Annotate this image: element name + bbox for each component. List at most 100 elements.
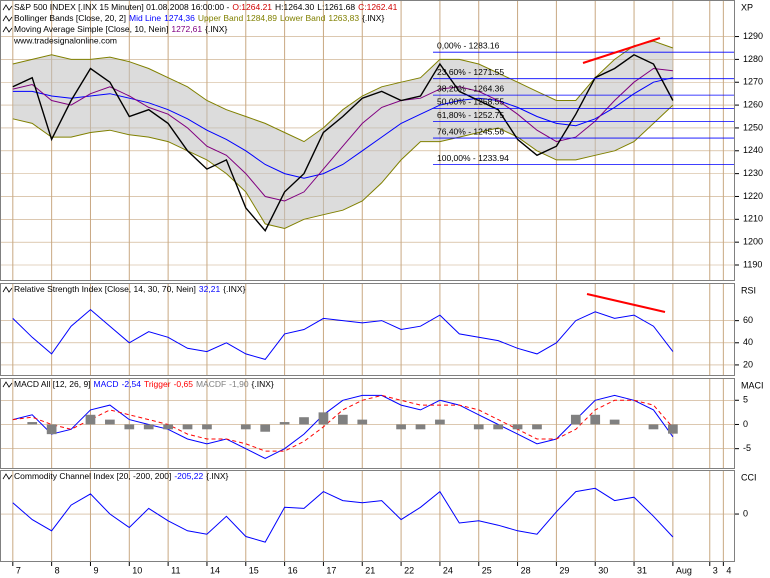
legend-text: Mid Line (129, 13, 161, 23)
x-tick-label: 10 (132, 565, 142, 575)
y-tick-label: 1280 (743, 54, 763, 64)
histogram-bar (163, 424, 173, 430)
legend-text: C:1262.41 (358, 2, 397, 12)
legend-text: Upper Band (198, 13, 244, 23)
legend-text: {.INX} (252, 379, 274, 389)
fib-label: 61,80% - 1252.75 (437, 110, 504, 120)
legend-text: MACDF (196, 379, 226, 389)
series-line (12, 40, 674, 143)
legend-text: Bollinger Bands [Close, 20, 2] (14, 13, 126, 23)
legend-text: 1274,36 (164, 13, 195, 23)
x-tick-label: 22 (404, 565, 414, 575)
fib-label: 76,40% - 1245.56 (437, 126, 504, 136)
x-tick-label: 25 (482, 565, 492, 575)
histogram-bar (609, 419, 620, 425)
y-tick-label: 1290 (743, 31, 763, 41)
histogram-bar (27, 422, 38, 425)
legend-line: Commodity Channel Index [20, -200, 200] -… (14, 471, 229, 481)
legend-text: {.INX} (206, 471, 228, 481)
series-line (12, 394, 674, 459)
x-tick-label: 30 (598, 565, 608, 575)
band-fill (12, 41, 673, 229)
legend-text: {.INX} (223, 284, 245, 294)
x-tick-label: 8 (55, 565, 60, 575)
legend-text: 32,21 (199, 284, 221, 294)
y-tick-label: 1190 (743, 259, 762, 269)
histogram-bar (124, 424, 135, 430)
histogram-bar (668, 424, 678, 434)
legend-text: -205,22 (174, 471, 203, 481)
histogram-bar (473, 424, 484, 430)
x-tick-label: 4 (726, 565, 731, 575)
histogram-bar (182, 424, 193, 430)
y-tick-label: 1230 (743, 168, 763, 178)
panel-frame (0, 283, 735, 376)
series-line (12, 104, 674, 230)
legend-text: Commodity Channel Index [20, -200, 200] (14, 471, 171, 481)
y-tick-label: 1240 (743, 145, 763, 155)
x-tick-label: 9 (93, 565, 98, 575)
y-tick-label: 1260 (743, 99, 763, 109)
legend-line: Moving Average Simple [Close, 10, Nein] 1… (14, 24, 227, 34)
histogram-bar (493, 424, 504, 430)
legend-line: Bollinger Bands [Close, 20, 2] Mid Line 12… (14, 13, 384, 23)
legend-text: 1263,83 (328, 13, 359, 23)
legend-text: -1,90 (229, 379, 249, 389)
histogram-bar (260, 424, 271, 432)
x-tick-label: 28 (521, 565, 531, 575)
legend-text: O:1264.21 (232, 2, 272, 12)
x-tick-label: 29 (559, 565, 569, 575)
trend-line (586, 293, 666, 313)
histogram-bar (532, 424, 542, 430)
legend-icon (2, 4, 13, 11)
histogram-bar (570, 414, 581, 425)
legend-text: L:1261.68 (317, 2, 355, 12)
axis-label: RSI (741, 285, 756, 295)
mark-layer (12, 40, 735, 543)
fib-label: 0,00% - 1283.16 (437, 40, 500, 50)
histogram-bar (648, 424, 659, 430)
histogram-bar (279, 422, 290, 425)
series-line (12, 67, 673, 202)
histogram-bar (202, 424, 212, 430)
histogram-bar (85, 414, 96, 425)
histogram-bar (46, 424, 57, 435)
axis-label: XP (741, 2, 753, 12)
histogram-bar (240, 424, 251, 430)
legend-line: S&P 500 INDEX [.INX 15 Minuten] 01.08.20… (14, 2, 398, 12)
x-tick-label: 7 (16, 565, 21, 575)
legend-icon (2, 26, 13, 33)
y-tick-label: 0 (743, 419, 748, 429)
series-line (12, 77, 674, 179)
panel-frame (0, 470, 735, 562)
legend-text: Relative Strength Index [Close, 14, 30, … (14, 284, 196, 294)
histogram-bar (396, 424, 406, 430)
histogram-bar (415, 424, 426, 430)
x-tick-label: 24 (443, 565, 453, 575)
x-tick-label: 31 (637, 565, 647, 575)
fib-label: 38,20% - 1264.36 (437, 83, 504, 93)
trend-line (582, 37, 661, 64)
y-tick-label: 1270 (743, 77, 763, 87)
y-tick-label: 40 (743, 337, 753, 347)
x-tick-label: 14 (210, 565, 220, 575)
x-tick-label: 15 (249, 565, 259, 575)
x-tick-label: 16 (288, 565, 298, 575)
legend-text: -2,54 (122, 379, 142, 389)
legend-text: Lower Band (280, 13, 326, 23)
histogram-bar (357, 419, 368, 425)
legend-text: {.INX} (362, 13, 384, 23)
axis-label: CCI (741, 472, 757, 482)
y-tick-label: 1200 (743, 237, 763, 247)
legend-text: 1284,89 (246, 13, 277, 23)
series-line (12, 394, 674, 452)
x-tick-label: 21 (365, 565, 375, 575)
fib-label: 23,60% - 1271.55 (437, 67, 504, 77)
y-tick-label: 20 (743, 359, 753, 369)
price-line (12, 53, 674, 232)
legend-icon (2, 381, 13, 388)
legend-icon (2, 473, 13, 480)
legend-text: H:1264.30 (275, 2, 314, 12)
